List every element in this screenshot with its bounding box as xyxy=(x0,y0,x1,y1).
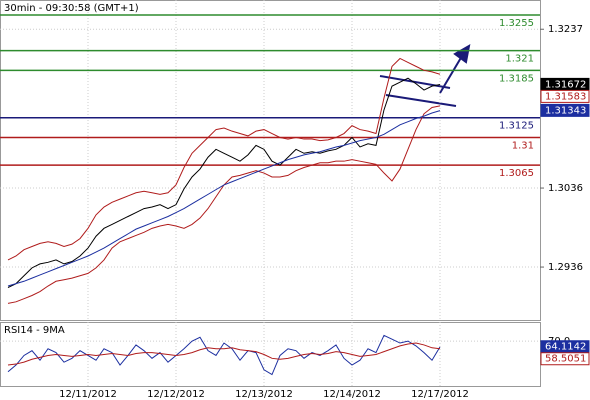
series-line xyxy=(7,342,441,366)
rsi-frame xyxy=(0,322,541,387)
level-label: 1.3125 xyxy=(499,121,534,132)
chart-title: 30min - 09:30:58 (GMT+1) xyxy=(4,3,139,14)
channel-top xyxy=(379,75,451,89)
x-tick-label: 12/12/2012 xyxy=(147,389,205,400)
series-line xyxy=(7,110,441,287)
x-tick-label: 12/11/2012 xyxy=(59,389,117,400)
rsi-title: RSI14 - 9MA xyxy=(4,325,65,336)
main-frame xyxy=(0,0,541,321)
y-tick-label: 1.2936 xyxy=(548,262,583,273)
series-line xyxy=(7,334,441,376)
price-tag: 1.31672 xyxy=(545,79,586,90)
x-tick-label: 12/13/2012 xyxy=(235,389,293,400)
price-tag-box xyxy=(540,103,590,117)
price-tag: 64.1142 xyxy=(545,342,586,353)
level-label: 1.3185 xyxy=(499,73,534,84)
price-tag: 1.31583 xyxy=(545,91,586,102)
price-tag: 58.5051 xyxy=(545,354,586,365)
price-tag: 1.31343 xyxy=(545,105,586,116)
x-tick-label: 12/14/2012 xyxy=(323,389,381,400)
trend-channel xyxy=(379,44,471,107)
series-line xyxy=(7,105,441,304)
arrow-head xyxy=(453,44,471,64)
channel-bottom xyxy=(385,94,457,107)
x-tick-label: 12/17/2012 xyxy=(411,389,469,400)
arrow-shaft xyxy=(439,55,463,94)
level-label: 1.3255 xyxy=(499,18,534,29)
level-label: 1.321 xyxy=(505,54,534,65)
y-tick-label: 1.3237 xyxy=(548,24,583,35)
price-tag-box xyxy=(540,89,590,103)
series-line xyxy=(7,77,441,289)
price-tag-box xyxy=(540,352,590,366)
level-label: 1.3065 xyxy=(499,168,534,179)
y-tick-label: 1.3036 xyxy=(548,183,583,194)
series-line xyxy=(7,57,441,261)
level-label: 1.31 xyxy=(512,140,534,151)
